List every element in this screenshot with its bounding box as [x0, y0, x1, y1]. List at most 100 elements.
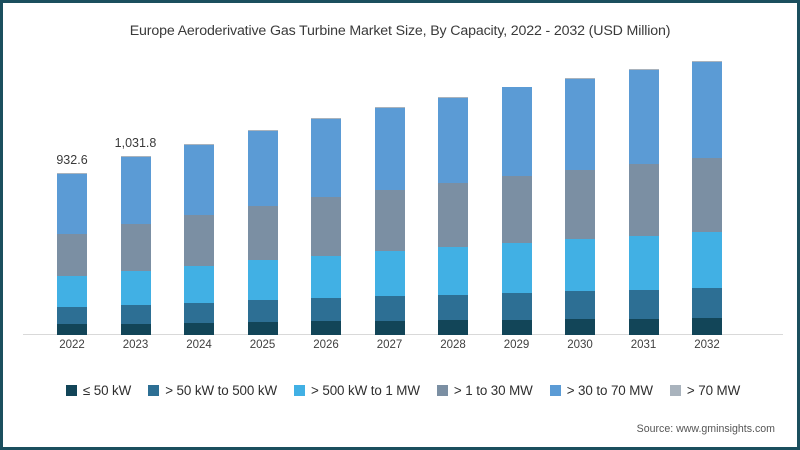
bar-segment[interactable] — [374, 107, 405, 109]
legend-label: > 30 to 70 MW — [566, 383, 653, 398]
bar-segment[interactable] — [184, 143, 214, 145]
bar-segment[interactable] — [565, 239, 595, 292]
bar-segment[interactable] — [692, 232, 722, 289]
bar-segment[interactable] — [692, 318, 722, 335]
legend-label: ≤ 50 kW — [82, 383, 132, 398]
bar-segment[interactable] — [57, 306, 87, 325]
bar-segment[interactable] — [438, 294, 468, 321]
bar-segment[interactable] — [247, 130, 278, 131]
bar-segment[interactable] — [184, 265, 214, 303]
bar-segment[interactable] — [628, 69, 659, 71]
bar-segment[interactable] — [501, 86, 532, 88]
bar-segment[interactable] — [120, 223, 151, 271]
bar-segment[interactable] — [57, 276, 87, 307]
stacked-bar[interactable] — [565, 77, 595, 335]
bar-segment[interactable] — [438, 97, 468, 98]
bar-segment[interactable] — [628, 163, 659, 236]
bar-segment[interactable] — [57, 173, 87, 174]
x-tick-2027: 2027 — [376, 339, 403, 351]
bar-segment[interactable] — [57, 324, 87, 335]
stacked-bar[interactable] — [120, 155, 151, 335]
bar-segment[interactable] — [311, 118, 341, 198]
bar-segment[interactable] — [184, 144, 214, 216]
bar-segment[interactable] — [57, 233, 87, 277]
legend-swatch-icon — [148, 385, 160, 396]
bar-segment[interactable] — [438, 320, 468, 335]
bar-segment[interactable] — [628, 235, 659, 290]
bar-segment[interactable] — [565, 77, 595, 79]
x-tick-2032: 2032 — [694, 339, 720, 351]
legend-swatch-icon — [549, 385, 561, 396]
bar-segment[interactable] — [247, 300, 278, 323]
bar-segment[interactable] — [565, 78, 595, 170]
bar-segment[interactable] — [438, 247, 468, 295]
bar-segment[interactable] — [374, 251, 405, 297]
source-attribution: Source: www.gminsights.com — [636, 423, 775, 435]
x-tick-2022: 2022 — [59, 339, 85, 351]
x-tick-2028: 2028 — [440, 339, 466, 351]
bar-segment[interactable] — [311, 117, 341, 119]
bar-segment[interactable] — [311, 255, 341, 299]
legend-item-4[interactable]: > 30 to 70 MW — [549, 383, 653, 398]
bar-segment[interactable] — [311, 197, 341, 256]
bar-segment[interactable] — [501, 175, 532, 243]
bar-segment[interactable] — [247, 322, 278, 335]
stacked-bar[interactable] — [184, 143, 214, 335]
bar-segment[interactable] — [438, 183, 468, 248]
stacked-bar[interactable] — [57, 173, 87, 335]
bar-segment[interactable] — [120, 304, 151, 324]
bar-segment[interactable] — [120, 323, 151, 335]
bar-segment[interactable] — [438, 97, 468, 183]
x-tick-2026: 2026 — [313, 339, 339, 351]
stacked-bar[interactable] — [311, 117, 341, 335]
bar-segment[interactable] — [692, 61, 722, 63]
bar-segment[interactable] — [184, 302, 214, 323]
page-title: Europe Aeroderivative Gas Turbine Market… — [129, 23, 671, 39]
bar-segment[interactable] — [565, 291, 595, 320]
legend-swatch-icon — [294, 385, 305, 396]
bar-segment[interactable] — [374, 296, 405, 321]
bar-segment[interactable] — [184, 215, 214, 266]
bar-segment[interactable] — [374, 190, 405, 252]
bar-segment[interactable] — [120, 155, 151, 157]
bar-segment[interactable] — [311, 298, 341, 322]
stacked-bar[interactable] — [628, 69, 659, 335]
bar-segment[interactable] — [501, 292, 532, 320]
bar-segment[interactable] — [374, 320, 405, 335]
legend-item-0[interactable]: ≤ 50 kW — [65, 383, 132, 398]
bar-segment[interactable] — [628, 318, 659, 335]
bar-segment[interactable] — [692, 157, 722, 233]
bar-segment[interactable] — [120, 270, 151, 305]
bar-segment[interactable] — [628, 289, 659, 319]
bar-segment[interactable] — [628, 70, 659, 164]
bar-segment[interactable] — [501, 87, 532, 176]
bar-segment[interactable] — [120, 156, 151, 224]
bar-segment[interactable] — [565, 169, 595, 240]
bar-segment[interactable] — [692, 288, 722, 319]
bar-segment[interactable] — [501, 242, 532, 293]
stacked-bar[interactable] — [374, 107, 405, 335]
bar-segment[interactable] — [247, 205, 278, 261]
chart-legend: ≤ 50 kW > 50 kW to 500 kW > 500 kW to 1 MW… — [3, 383, 797, 398]
legend-swatch-icon — [669, 385, 681, 396]
bar-segment[interactable] — [565, 319, 595, 335]
legend-item-5[interactable]: > 70 MW — [669, 383, 740, 398]
bar-segment[interactable] — [184, 322, 214, 335]
bar-segment[interactable] — [247, 130, 278, 206]
legend-item-2[interactable]: > 500 kW to 1 MW — [294, 383, 420, 398]
bar-segment[interactable] — [374, 108, 405, 191]
legend-item-3[interactable]: > 1 to 30 MW — [436, 383, 533, 398]
bar-segment[interactable] — [311, 321, 341, 335]
bar-segment[interactable] — [501, 319, 532, 335]
stacked-bar[interactable] — [247, 130, 278, 335]
bar-value-label: 932.6 — [56, 153, 88, 168]
bar-segment[interactable] — [692, 62, 722, 158]
x-tick-2024: 2024 — [186, 339, 212, 351]
stacked-bar[interactable] — [438, 97, 468, 335]
bar-segment[interactable] — [247, 260, 278, 301]
bar-segment[interactable] — [57, 173, 87, 234]
stacked-bar[interactable] — [501, 86, 532, 335]
legend-item-1[interactable]: > 50 kW to 500 kW — [148, 383, 277, 398]
x-tick-2029: 2029 — [503, 339, 530, 351]
stacked-bar[interactable] — [692, 61, 722, 335]
